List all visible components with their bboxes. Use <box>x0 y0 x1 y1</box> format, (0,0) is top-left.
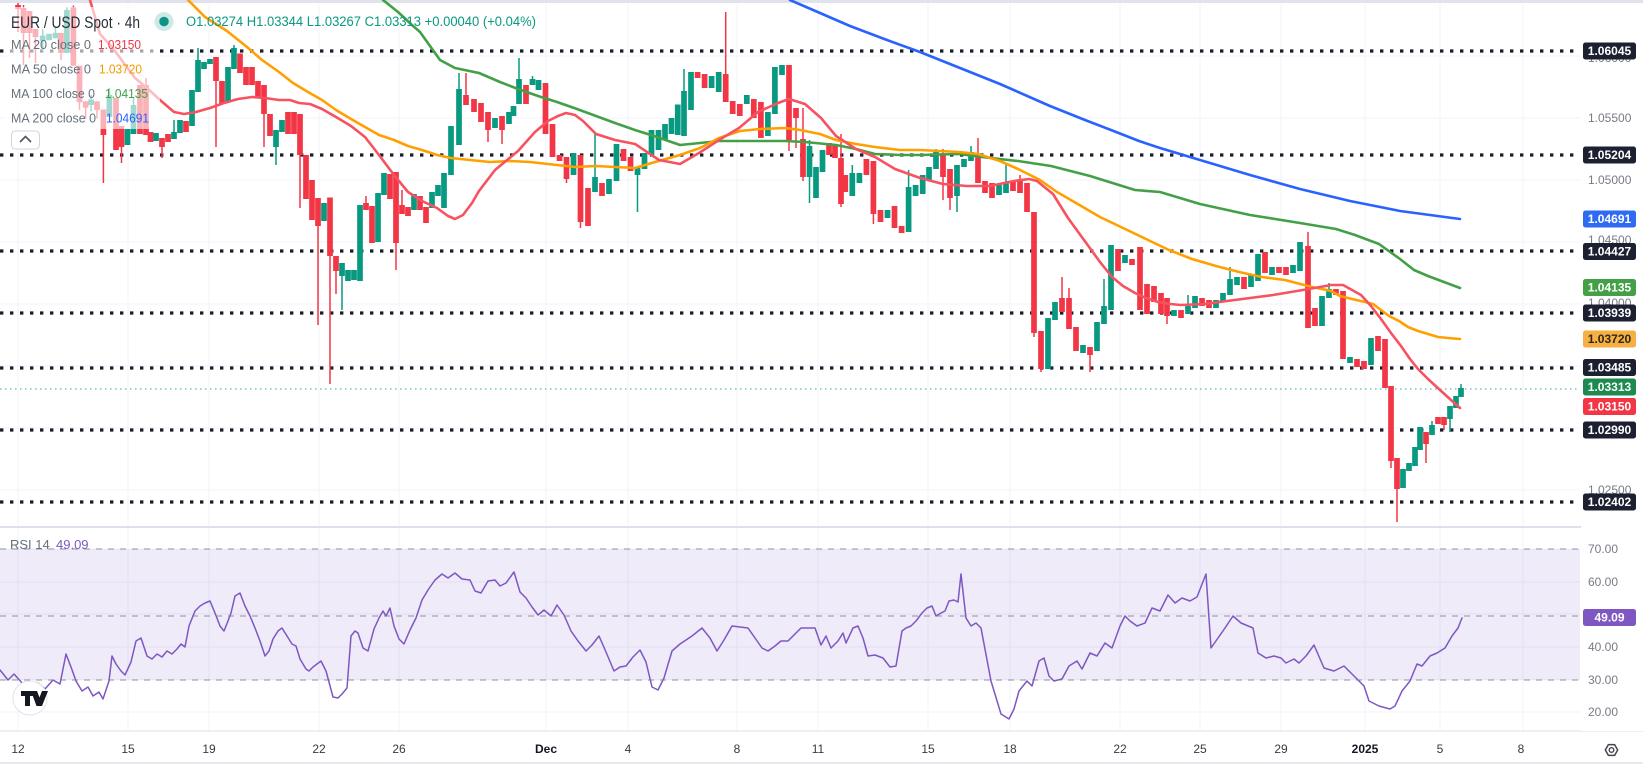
svg-text:1.03150: 1.03150 <box>98 37 141 52</box>
svg-text:1.04691: 1.04691 <box>106 111 149 126</box>
svg-text:40.00: 40.00 <box>1588 640 1618 654</box>
svg-text:70.00: 70.00 <box>1588 542 1618 556</box>
svg-text:1.02990: 1.02990 <box>1588 423 1632 437</box>
svg-text:Dec: Dec <box>535 742 557 756</box>
svg-text:1.03485: 1.03485 <box>1588 361 1632 375</box>
svg-text:1.04427: 1.04427 <box>1588 245 1632 259</box>
svg-text:1.05204: 1.05204 <box>1588 148 1632 162</box>
svg-text:O1.03274 H1.03344 L1.03267 C1.: O1.03274 H1.03344 L1.03267 C1.03313 +0.0… <box>186 14 536 29</box>
svg-text:15: 15 <box>121 742 135 756</box>
svg-text:1.06045: 1.06045 <box>1588 44 1632 58</box>
svg-text:18: 18 <box>1003 742 1017 756</box>
svg-text:29: 29 <box>1274 742 1288 756</box>
svg-text:20.00: 20.00 <box>1588 705 1618 719</box>
svg-text:1.05500: 1.05500 <box>1588 111 1632 125</box>
svg-text:1.03939: 1.03939 <box>1588 306 1632 320</box>
svg-text:MA 50 close 0: MA 50 close 0 <box>11 62 91 77</box>
svg-text:5: 5 <box>1437 742 1444 756</box>
svg-text:15: 15 <box>921 742 935 756</box>
svg-text:EUR / USD Spot · 4h: EUR / USD Spot · 4h <box>11 13 140 32</box>
svg-text:2025: 2025 <box>1352 742 1379 756</box>
svg-text:1.04135: 1.04135 <box>105 86 148 101</box>
svg-text:1.03313: 1.03313 <box>1588 380 1632 394</box>
svg-text:60.00: 60.00 <box>1588 575 1618 589</box>
svg-text:MA 100 close 0: MA 100 close 0 <box>11 86 95 101</box>
svg-text:1.04691: 1.04691 <box>1588 212 1632 226</box>
svg-text:1.03720: 1.03720 <box>1588 332 1632 346</box>
svg-text:19: 19 <box>202 742 216 756</box>
svg-text:4: 4 <box>625 742 632 756</box>
svg-text:25: 25 <box>1193 742 1207 756</box>
svg-text:49.09: 49.09 <box>1594 611 1624 625</box>
svg-text:MA 20 close 0: MA 20 close 0 <box>11 37 91 52</box>
svg-text:49.09: 49.09 <box>56 537 89 552</box>
svg-text:1.05000: 1.05000 <box>1588 173 1632 187</box>
svg-text:22: 22 <box>312 742 326 756</box>
svg-text:22: 22 <box>1113 742 1127 756</box>
svg-text:1.02402: 1.02402 <box>1588 495 1632 509</box>
svg-text:8: 8 <box>1518 742 1525 756</box>
svg-text:1.03150: 1.03150 <box>1588 400 1632 414</box>
svg-text:1.03720: 1.03720 <box>99 62 142 77</box>
svg-text:12: 12 <box>11 742 25 756</box>
svg-text:26: 26 <box>392 742 406 756</box>
svg-text:1.04135: 1.04135 <box>1588 281 1632 295</box>
svg-text:8: 8 <box>734 742 741 756</box>
svg-text:11: 11 <box>812 742 825 756</box>
svg-text:MA 200 close 0: MA 200 close 0 <box>11 111 96 126</box>
svg-text:30.00: 30.00 <box>1588 673 1618 687</box>
svg-text:RSI 14: RSI 14 <box>10 537 50 552</box>
